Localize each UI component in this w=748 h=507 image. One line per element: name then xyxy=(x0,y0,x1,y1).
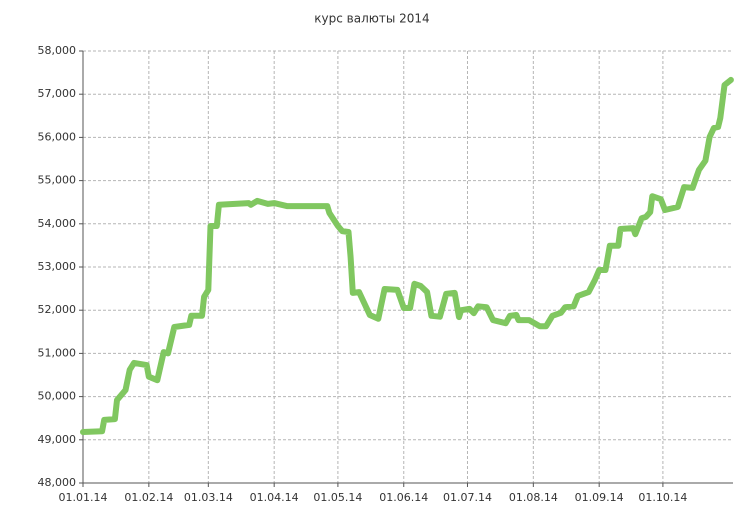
y-tick-label: 56,000 xyxy=(38,130,77,143)
x-tick-label: 01.06.14 xyxy=(379,491,428,504)
y-tick-label: 53,000 xyxy=(38,260,77,273)
series-line xyxy=(80,76,734,435)
y-tick-label: 58,000 xyxy=(38,44,77,57)
x-tick-label: 01.05.14 xyxy=(313,491,362,504)
x-tick-label: 01.09.14 xyxy=(575,491,624,504)
y-tick-label: 48,000 xyxy=(38,476,77,489)
x-tick-label: 01.01.14 xyxy=(59,491,108,504)
y-tick-label: 55,000 xyxy=(38,174,77,187)
y-tick-label: 57,000 xyxy=(38,87,77,100)
x-tick-label: 01.02.14 xyxy=(124,491,173,504)
x-tick-label: 01.03.14 xyxy=(184,491,233,504)
y-tick-label: 49,000 xyxy=(38,433,77,446)
x-tick-label: 01.07.14 xyxy=(443,491,492,504)
y-tick-label: 50,000 xyxy=(38,390,77,403)
y-tick-label: 54,000 xyxy=(38,217,77,230)
x-tick-label: 01.04.14 xyxy=(250,491,299,504)
x-tick-label: 01.08.14 xyxy=(509,491,558,504)
y-tick-label: 52,000 xyxy=(38,303,77,316)
chart-title: курс валюты 2014 xyxy=(314,12,429,26)
y-tick-label: 51,000 xyxy=(38,346,77,359)
x-tick-label: 01.10.14 xyxy=(638,491,687,504)
